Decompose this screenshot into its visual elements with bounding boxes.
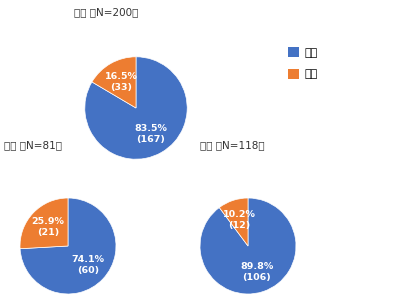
Text: 83.5%
(167): 83.5% (167) (134, 124, 167, 144)
Text: 男性 （N=81）: 男性 （N=81） (4, 140, 62, 150)
Wedge shape (20, 198, 116, 294)
Wedge shape (20, 198, 68, 249)
Wedge shape (92, 57, 136, 108)
Wedge shape (219, 198, 248, 246)
Wedge shape (85, 57, 187, 159)
Text: 16.5%
(33): 16.5% (33) (105, 72, 138, 92)
Legend: 賛成, 反対: 賛成, 反対 (286, 45, 320, 82)
Wedge shape (200, 198, 296, 294)
Text: 25.9%
(21): 25.9% (21) (31, 217, 64, 237)
Text: 10.2%
(12): 10.2% (12) (223, 209, 256, 230)
Text: 全体 （N=200）: 全体 （N=200） (74, 8, 138, 17)
Text: 89.8%
(106): 89.8% (106) (240, 262, 273, 283)
Text: 74.1%
(60): 74.1% (60) (72, 255, 105, 275)
Text: 女性 （N=118）: 女性 （N=118） (200, 140, 265, 150)
